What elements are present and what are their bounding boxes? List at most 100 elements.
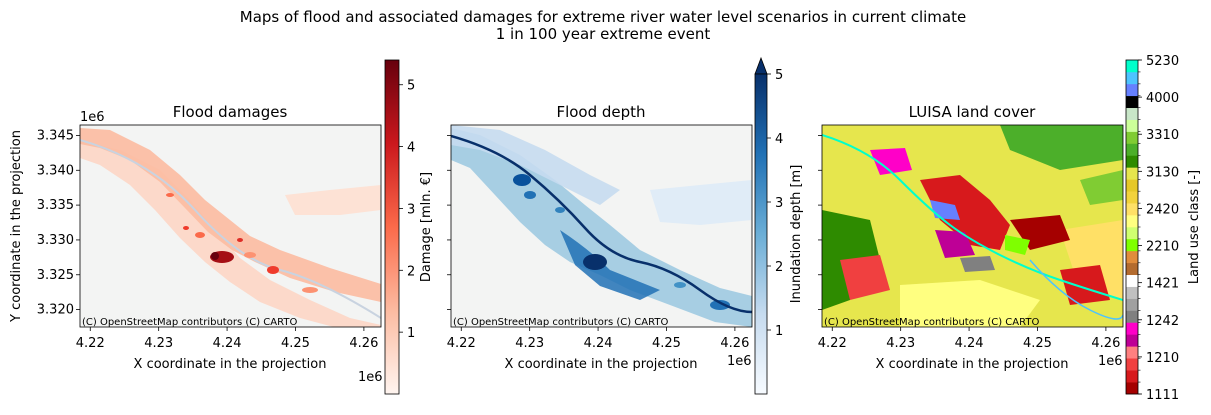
panel-flood-depth: Flood depth (C) OpenStreetMap contributo… <box>447 56 804 395</box>
colorbar-bin <box>1126 203 1138 216</box>
colorbar-bin <box>1126 83 1138 97</box>
x-offset-label: 1e6 <box>727 354 752 369</box>
colorbar-label: Damage [mln. €] <box>419 172 434 282</box>
colorbar-bin <box>1126 286 1138 299</box>
colorbar-bin <box>1126 71 1138 85</box>
y-axis: 3.345 3.340 3.335 3.330 3.325 3.320 <box>37 128 80 318</box>
map-attribution: (C) OpenStreetMap contributors (C) CARTO <box>82 317 297 328</box>
industrial-west <box>870 148 912 175</box>
colorbar-tick-label: 5230 <box>1146 54 1179 69</box>
x-axis-label: X coordinate in the projection <box>134 357 327 372</box>
colorbar-tick-label: 2210 <box>1146 240 1179 255</box>
x-tick-label: 4.25 <box>1023 336 1052 351</box>
colorbar-tick-label: 3 <box>775 196 783 211</box>
colorbar-bin <box>1126 191 1138 204</box>
y-tick-label: 3.345 <box>37 128 74 143</box>
colorbar-bin <box>1126 227 1138 240</box>
x-axis-label: X coordinate in the projection <box>876 357 1069 372</box>
colorbar-tick-label: 3 <box>407 202 415 217</box>
river-line <box>80 139 381 319</box>
colorbar-tick-label: 5 <box>775 68 783 83</box>
forest-north <box>1000 125 1123 170</box>
map-frame <box>79 124 382 328</box>
river-branch <box>1029 259 1123 320</box>
damage-zone <box>80 128 381 302</box>
flood-deep-spots <box>513 174 730 310</box>
bright-green-patch <box>1005 235 1030 255</box>
colorbar-ticks: 1111 1210 1242 1421 2210 2420 3130 3310 4000 5230 <box>1138 54 1179 403</box>
colorbar-bins <box>1126 60 1138 395</box>
x-tick-label: 4.24 <box>213 336 242 351</box>
colorbar-damages: 1 2 3 4 5 Damage [mln. €] <box>384 59 434 395</box>
x-axis-label: X coordinate in the projection <box>505 357 698 372</box>
x-tick-label: 4.26 <box>1091 336 1120 351</box>
agri-east <box>1060 220 1123 300</box>
grey-sealed <box>960 256 995 272</box>
colorbar-bin <box>1126 155 1138 168</box>
colorbar-tick-label: 1421 <box>1146 277 1179 292</box>
colorbar-bin <box>1126 370 1138 383</box>
panel-title: LUISA land cover <box>909 103 1037 121</box>
urban-core <box>920 175 1010 250</box>
figure-subtitle: 1 in 100 year extreme event <box>496 25 711 43</box>
x-tick-label: 4.22 <box>818 336 847 351</box>
grass-patches <box>1080 170 1123 205</box>
river-channel <box>451 134 752 314</box>
agri-south <box>900 280 1040 327</box>
colorbar-bin <box>1126 238 1138 252</box>
map-attribution: (C) OpenStreetMap contributors (C) CARTO <box>824 317 1039 328</box>
flood-light-east <box>650 180 752 225</box>
colorbar-depth: 1 2 3 4 5 Inundation depth [m] <box>754 56 804 395</box>
colorbar-label: Inundation depth [m] <box>789 165 804 304</box>
colorbar-tick-label: 2420 <box>1146 202 1179 217</box>
colorbar-bin <box>1126 60 1138 73</box>
panel-land-cover: LUISA land cover (C) OpenStreetMap contr… <box>818 54 1202 403</box>
colorbar-tick-label: 2 <box>775 260 783 275</box>
colorbar-bin <box>1126 143 1138 156</box>
colorbar-tick-label: 1 <box>407 326 415 341</box>
map-content <box>822 125 1123 327</box>
y-tick-label: 3.330 <box>37 233 74 248</box>
colorbar-bin <box>1126 179 1138 192</box>
x-tick-label: 4.23 <box>144 336 173 351</box>
map-content <box>80 128 381 327</box>
colorbar-label: Land use class [-] <box>1187 170 1202 284</box>
x-tick-label: 4.22 <box>76 336 105 351</box>
x-axis: 4.22 4.23 4.24 4.25 4.26 <box>76 327 378 351</box>
x-tick-label: 4.26 <box>349 336 378 351</box>
map-attribution: (C) OpenStreetMap contributors (C) CARTO <box>453 317 668 328</box>
colorbar-tick-label: 3310 <box>1146 128 1179 143</box>
damage-hotspots <box>166 193 318 293</box>
y-tick-label: 3.340 <box>37 163 74 178</box>
colorbar-tick-label: 3130 <box>1146 165 1179 180</box>
river-main <box>822 134 1123 301</box>
x-tick-label: 4.23 <box>515 336 544 351</box>
river-band <box>80 140 381 327</box>
colorbar-bin <box>1126 346 1138 359</box>
colorbar-fill <box>384 59 400 395</box>
panel-title: Flood damages <box>173 103 288 121</box>
colorbar-tick-label: 1 <box>775 324 783 339</box>
colorbar-tick-label: 2 <box>407 264 415 279</box>
colorbar-tick-label: 4000 <box>1146 91 1179 106</box>
x-tick-label: 4.22 <box>447 336 476 351</box>
flood-light-north <box>451 125 620 205</box>
colorbar-bin <box>1126 262 1138 276</box>
x-axis: 4.22 4.23 4.24 4.25 4.26 <box>818 327 1120 351</box>
map-content <box>451 125 752 327</box>
damage-light-east <box>285 185 381 215</box>
colorbar-bin <box>1126 95 1138 109</box>
flood-deep-core <box>560 230 660 300</box>
y-axis-label: Y coordinate in the projection <box>9 130 24 323</box>
colorbar-tick-label: 1242 <box>1146 314 1179 329</box>
colorbar-bin <box>1126 382 1138 395</box>
panel-flood-damages: Flood damages (C) OpenStreetMap contribu… <box>9 59 434 395</box>
industrial-zone <box>935 230 975 258</box>
x-offset-label: 1e6 <box>1098 354 1123 369</box>
urban-se <box>1060 265 1110 305</box>
colorbar-bin <box>1126 215 1138 228</box>
y-axis-ticks <box>818 135 822 310</box>
colorbar-tick-label: 1210 <box>1146 351 1179 366</box>
colorbar-bin <box>1126 334 1138 347</box>
